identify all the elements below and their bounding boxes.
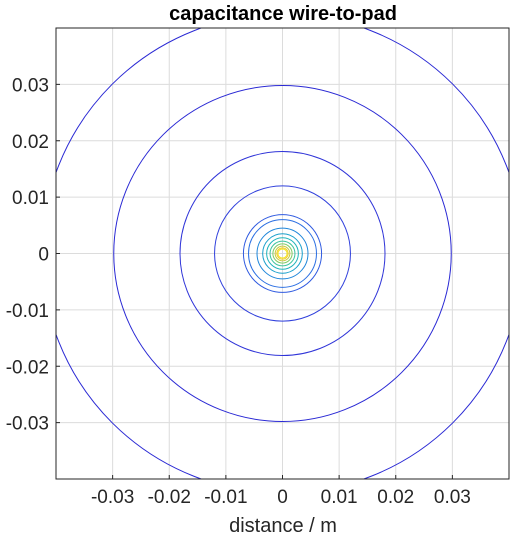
y-tick-label: 0.02 [12,132,49,153]
x-tick-labels: -0.03 -0.02 -0.01 0 0.01 0.02 0.03 [91,475,471,508]
x-axis-label: distance / m [229,515,337,536]
contour-lines [56,28,509,479]
contour-line-1 [113,85,452,422]
contour-line-6 [256,227,309,280]
y-tick-label: -0.01 [6,301,49,322]
contour-line-12 [276,247,289,260]
y-tick-label: -0.02 [6,357,49,378]
contour-line-13 [277,248,288,259]
x-tick-label: 0.03 [434,487,471,508]
contour-line-9 [269,240,296,267]
y-tick-labels: -0.03 -0.02 -0.01 0 0.01 0.02 0.03 [6,75,60,435]
contour-line-10 [272,243,293,264]
x-tick-label: 0 [277,487,288,508]
x-tick-label: -0.02 [148,487,191,508]
y-tick-label: 0.03 [12,75,49,96]
x-tick-label: -0.01 [204,487,247,508]
x-tick-label: 0.02 [377,487,414,508]
contour-line-8 [266,237,299,270]
x-tick-label: -0.03 [91,487,134,508]
contour-line-4 [242,214,323,293]
contour-line-2 [179,150,386,357]
x-tick-label: 0.01 [321,487,358,508]
contour-line-5 [248,219,317,288]
contour-line-11 [274,245,291,262]
y-tick-label: 0.01 [12,188,49,209]
y-tick-label: -0.03 [6,414,49,435]
y-tick-label: 0 [38,245,49,266]
contour-line-3 [214,185,351,322]
contour-line-7 [262,233,303,274]
grid-lines [56,28,509,479]
chart-title: capacitance wire-to-pad [169,3,397,25]
